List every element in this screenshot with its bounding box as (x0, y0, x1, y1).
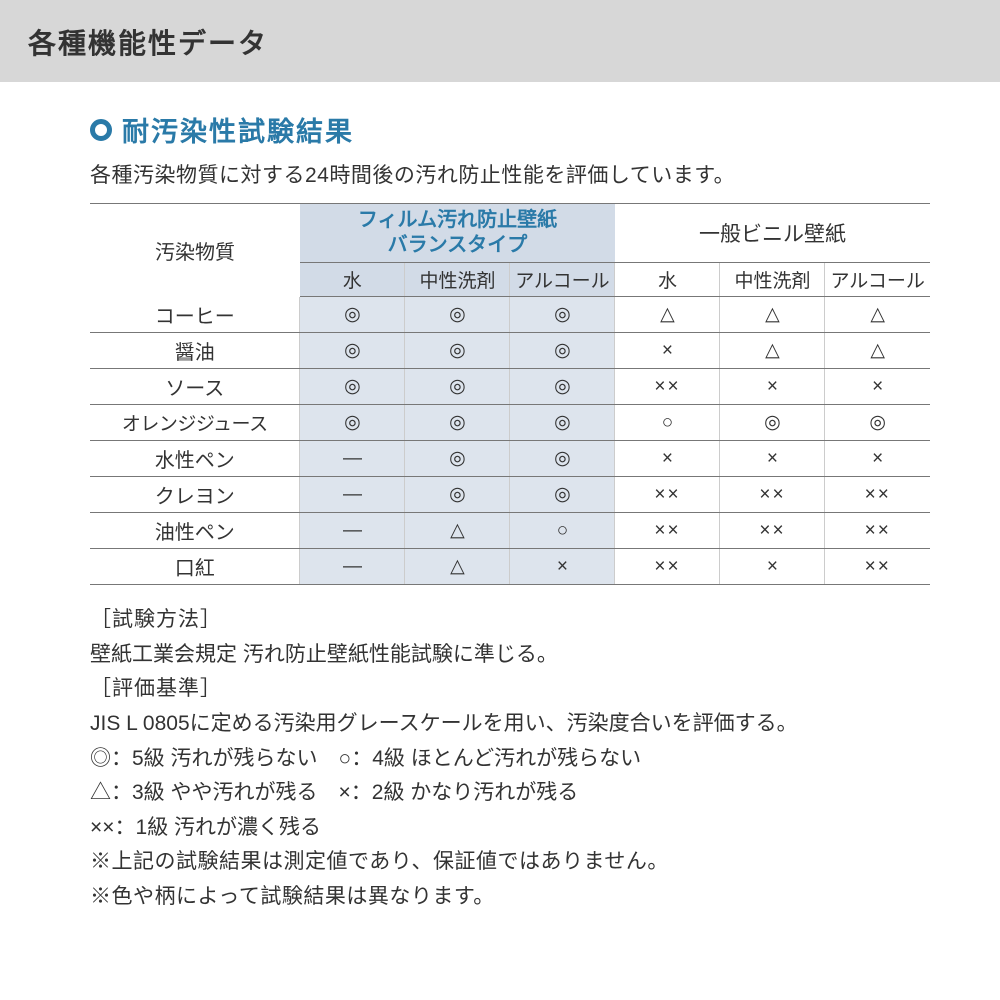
subcol-0: 水 (300, 263, 405, 297)
table-cell: ◎ (510, 369, 615, 405)
table-cell: ― (300, 441, 405, 477)
table-cell: ― (300, 549, 405, 585)
legend-line-1: ◎：5級 汚れが残らない ○：4級 ほとんど汚れが残らない (90, 742, 930, 777)
page-title: 各種機能性データ (28, 22, 972, 62)
table-cell: △ (405, 549, 510, 585)
row-header-label: 汚染物質 (90, 204, 300, 297)
table-cell: △ (825, 297, 930, 333)
column-group-vinyl: 一般ビニル壁紙 (615, 204, 930, 263)
table-cell: ◎ (405, 441, 510, 477)
table-cell: ◎ (300, 297, 405, 333)
table-cell: × (825, 441, 930, 477)
row-label: クレヨン (90, 477, 300, 513)
table-cell: ×× (720, 477, 825, 513)
notes-block: ［試験方法］ 壁紙工業会規定 汚れ防止壁紙性能試験に準じる。 ［評価基準］ JI… (90, 603, 930, 915)
table-cell: ○ (510, 513, 615, 549)
table-row: ソース◎◎◎×××× (90, 369, 930, 405)
criteria-label: ［評価基準］ (90, 672, 930, 707)
circle-bullet-icon (90, 119, 112, 141)
table-cell: ×× (825, 549, 930, 585)
table-cell: ◎ (510, 405, 615, 441)
table-cell: ◎ (300, 405, 405, 441)
criteria-text: JIS L 0805に定める汚染用グレースケールを用い、汚染度合いを評価する。 (90, 707, 930, 742)
column-group-film-line2: バランスタイプ (388, 234, 528, 256)
table-cell: ×× (615, 513, 720, 549)
table-cell: × (825, 369, 930, 405)
table-cell: ×× (615, 477, 720, 513)
disclaimer-1: ※上記の試験結果は測定値であり、保証値ではありません。 (90, 845, 930, 880)
subcol-4: 中性洗剤 (720, 263, 825, 297)
table-cell: △ (825, 333, 930, 369)
table-cell: × (615, 441, 720, 477)
legend-line-3: ××：1級 汚れが濃く残る (90, 811, 930, 846)
table-cell: ◎ (405, 477, 510, 513)
column-group-film-line1: フィルム汚れ防止壁紙 (358, 209, 557, 231)
table-cell: ◎ (510, 477, 615, 513)
row-label: 口紅 (90, 549, 300, 585)
subcol-5: アルコール (825, 263, 930, 297)
method-label: ［試験方法］ (90, 603, 930, 638)
section-lead: 各種汚染物質に対する24時間後の汚れ防止性能を評価しています。 (90, 159, 930, 189)
table-cell: ◎ (405, 333, 510, 369)
disclaimer-2: ※色や柄によって試験結果は異なります。 (90, 880, 930, 915)
table-cell: △ (720, 333, 825, 369)
table-cell: × (720, 369, 825, 405)
banner: 各種機能性データ (0, 0, 1000, 82)
method-text: 壁紙工業会規定 汚れ防止壁紙性能試験に準じる。 (90, 638, 930, 673)
row-label: ソース (90, 369, 300, 405)
table-row: コーヒー◎◎◎△△△ (90, 297, 930, 333)
table-body: コーヒー◎◎◎△△△醤油◎◎◎×△△ソース◎◎◎××××オレンジジュース◎◎◎○… (90, 297, 930, 585)
table-row: 醤油◎◎◎×△△ (90, 333, 930, 369)
table-cell: △ (615, 297, 720, 333)
table-cell: ◎ (510, 297, 615, 333)
table-cell: △ (720, 297, 825, 333)
row-label: 醤油 (90, 333, 300, 369)
table-cell: × (510, 549, 615, 585)
table-cell: ◎ (405, 405, 510, 441)
table-cell: ×× (825, 513, 930, 549)
legend-line-2: △：3級 やや汚れが残る ×：2級 かなり汚れが残る (90, 776, 930, 811)
table-cell: △ (405, 513, 510, 549)
table-row: 油性ペン―△○×××××× (90, 513, 930, 549)
table-row: クレヨン―◎◎×××××× (90, 477, 930, 513)
table-cell: × (720, 441, 825, 477)
table-row: 水性ペン―◎◎××× (90, 441, 930, 477)
section-header: 耐汚染性試験結果 (90, 110, 930, 149)
row-label: 油性ペン (90, 513, 300, 549)
section-title: 耐汚染性試験結果 (122, 110, 354, 149)
table-cell: ×× (615, 369, 720, 405)
row-label: オレンジジュース (90, 405, 300, 441)
table-row: 口紅―△×××××× (90, 549, 930, 585)
table-cell: ×× (615, 549, 720, 585)
column-group-film: フィルム汚れ防止壁紙 バランスタイプ (300, 204, 615, 263)
table-cell: ◎ (510, 333, 615, 369)
row-label: コーヒー (90, 297, 300, 333)
table-row: オレンジジュース◎◎◎○◎◎ (90, 405, 930, 441)
table-cell: ○ (615, 405, 720, 441)
table-cell: × (720, 549, 825, 585)
content-area: 耐汚染性試験結果 各種汚染物質に対する24時間後の汚れ防止性能を評価しています。… (0, 82, 1000, 915)
table-cell: ◎ (510, 441, 615, 477)
table-cell: ×× (825, 477, 930, 513)
table-cell: ◎ (405, 369, 510, 405)
table-cell: ×× (720, 513, 825, 549)
table-cell: ― (300, 477, 405, 513)
subcol-3: 水 (615, 263, 720, 297)
table-cell: ◎ (300, 333, 405, 369)
table-cell: ◎ (300, 369, 405, 405)
table-cell: ◎ (405, 297, 510, 333)
subcol-1: 中性洗剤 (405, 263, 510, 297)
table-cell: × (615, 333, 720, 369)
table-cell: ◎ (720, 405, 825, 441)
table-cell: ― (300, 513, 405, 549)
subcol-2: アルコール (510, 263, 615, 297)
stain-resistance-table: 汚染物質 フィルム汚れ防止壁紙 バランスタイプ 一般ビニル壁紙 水 中性洗剤 ア… (90, 203, 930, 585)
table-cell: ◎ (825, 405, 930, 441)
row-label: 水性ペン (90, 441, 300, 477)
